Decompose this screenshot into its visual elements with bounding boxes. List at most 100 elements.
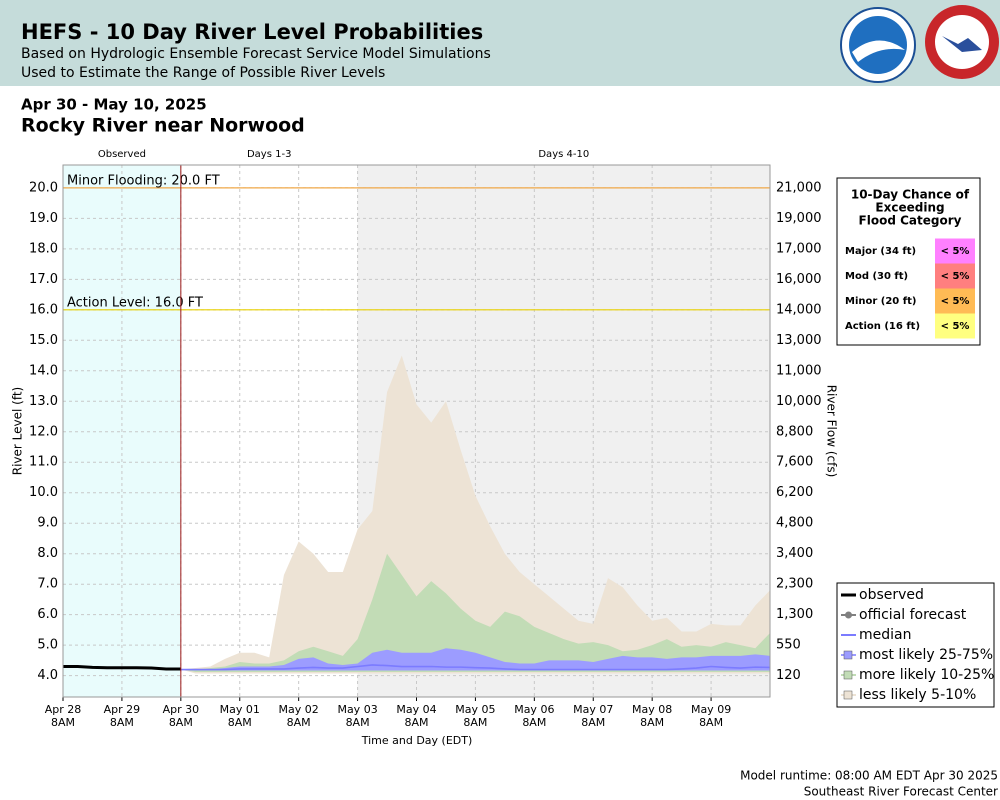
x-tick-label: May 09 8AM	[691, 703, 731, 729]
y2-tick-label: 16,000	[776, 272, 822, 287]
header-subtitle: Used to Estimate the Range of Possible R…	[21, 65, 385, 81]
y-tick-label: 10.0	[29, 485, 58, 500]
flood-row-cell	[935, 263, 975, 289]
footer-runtime: Model runtime: 08:00 AM EDT Apr 30 2025	[740, 769, 998, 783]
threshold-label: Minor Flooding: 20.0 FT	[67, 173, 220, 188]
y2-tick-label: 1,300	[776, 607, 813, 622]
y2-tick-label: 4,800	[776, 516, 813, 531]
legend-box	[836, 582, 995, 708]
x-tick-label: May 07 8AM	[573, 703, 613, 729]
x-tick-label: May 01 8AM	[220, 703, 260, 729]
y2-tick-label: 3,400	[776, 546, 813, 561]
legend-swatch	[845, 611, 852, 619]
plot-border	[62, 164, 771, 698]
y2-tick-label: 11,000	[776, 363, 822, 378]
region-label: Days 4-10	[538, 149, 589, 160]
flood-row-cell	[935, 238, 975, 264]
y-tick-label: 19.0	[29, 211, 58, 226]
band	[180, 355, 771, 674]
y-tick-label: 4.0	[37, 668, 58, 683]
x-tick-label: May 03 8AM	[337, 703, 377, 729]
y-tick-label: 7.0	[37, 577, 58, 592]
header-band	[0, 0, 1000, 86]
noaa-logo	[840, 7, 916, 83]
flood-row-label: Minor (20 ft)	[845, 296, 916, 307]
y2-tick-label: 14,000	[776, 302, 822, 317]
region-label: Days 1-3	[247, 149, 291, 160]
flood-row-value: < 5%	[941, 296, 970, 307]
region-label: Observed	[98, 149, 146, 160]
x-tick-label: May 05 8AM	[455, 703, 495, 729]
legend-label: less likely 5-10%	[859, 687, 976, 703]
flood-table: 10-Day Chance of Exceeding Flood Categor…	[836, 177, 981, 346]
flood-table-title: Exceeding	[875, 201, 944, 215]
flood-row-value: < 5%	[941, 271, 970, 282]
legend-label: median	[859, 627, 911, 643]
y-tick-label: 9.0	[37, 516, 58, 531]
flood-row-cell	[935, 288, 975, 314]
y2-tick-label: 17,000	[776, 241, 822, 256]
y-tick-label: 6.0	[37, 607, 58, 622]
x-tick-label: Apr 30 8AM	[163, 703, 200, 729]
x-tick-label: Apr 28 8AM	[45, 703, 82, 729]
y2-tick-label: 19,000	[776, 211, 822, 226]
y-tick-label: 14.0	[29, 363, 58, 378]
legend-label: official forecast	[859, 607, 967, 623]
y2-tick-label: 2,300	[776, 577, 813, 592]
y-tick-label: 13.0	[29, 394, 58, 409]
y-tick-label: 16.0	[29, 302, 58, 317]
x-axis-label: Time and Day (EDT)	[361, 734, 473, 747]
y-tick-label: 18.0	[29, 241, 58, 256]
legend-label: most likely 25-75%	[859, 647, 993, 663]
y2-tick-label: 10,000	[776, 394, 822, 409]
y2-tick-label: 13,000	[776, 333, 822, 348]
x-tick-label: May 08 8AM	[632, 703, 672, 729]
y2-tick-label: 6,200	[776, 485, 813, 500]
y-tick-label: 8.0	[37, 546, 58, 561]
x-tick-label: May 04 8AM	[396, 703, 436, 729]
header-title: HEFS - 10 Day River Level Probabilities	[21, 20, 483, 44]
legend-swatch	[843, 650, 853, 660]
flood-table-title: Flood Category	[859, 214, 962, 228]
y-tick-label: 11.0	[29, 455, 58, 470]
y2-axis-label: River Flow (cfs)	[825, 385, 839, 478]
flood-row-value: < 5%	[941, 321, 970, 332]
legend-label: more likely 10-25%	[859, 667, 994, 683]
y2-tick-label: 7,600	[776, 455, 813, 470]
flood-row-label: Action (16 ft)	[845, 321, 920, 332]
x-tick-label: May 06 8AM	[514, 703, 554, 729]
y-tick-label: 12.0	[29, 424, 58, 439]
legend-swatch	[843, 670, 853, 680]
line	[63, 665, 181, 671]
legend-swatch	[843, 690, 853, 700]
threshold-label: Action Level: 16.0 FT	[67, 295, 203, 310]
flood-row-label: Major (34 ft)	[845, 246, 916, 257]
plot: Observed Days 1-3 Days 4-10 4.0 120 5.0 550 6.0…	[29, 149, 821, 729]
band	[180, 648, 771, 671]
y-tick-label: 15.0	[29, 333, 58, 348]
header-subtitle: Based on Hydrologic Ensemble Forecast Se…	[21, 46, 491, 62]
legend-label: observed	[859, 587, 924, 603]
y2-tick-label: 8,800	[776, 424, 813, 439]
y2-tick-label: 120	[776, 668, 801, 683]
y-tick-label: 20.0	[29, 180, 58, 195]
line	[180, 664, 771, 671]
y-tick-label: 17.0	[29, 272, 58, 287]
flood-row-cell	[935, 313, 975, 339]
nws-logo	[925, 5, 999, 79]
y-axis-label: River Level (ft)	[11, 387, 25, 475]
flood-table-title: 10-Day Chance of	[851, 188, 970, 202]
x-tick-label: May 02 8AM	[279, 703, 319, 729]
date-range: Apr 30 - May 10, 2025	[21, 96, 207, 114]
station-name: Rocky River near Norwood	[21, 115, 305, 137]
y2-tick-label: 550	[776, 638, 801, 653]
y-tick-label: 5.0	[37, 638, 58, 653]
flood-row-label: Mod (30 ft)	[845, 271, 908, 282]
x-tick-label: Apr 29 8AM	[104, 703, 141, 729]
footer-center: Southeast River Forecast Center	[804, 785, 998, 799]
flood-row-value: < 5%	[941, 246, 970, 257]
legend: observed official forecast median most like…	[841, 587, 994, 703]
y2-tick-label: 21,000	[776, 180, 822, 195]
